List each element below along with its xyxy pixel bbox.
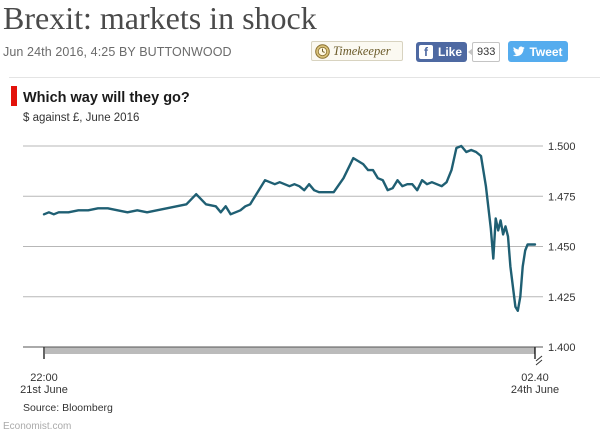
section-divider <box>9 77 600 78</box>
chart-source: Source: Bloomberg <box>23 402 113 414</box>
article-headline: Brexit: markets in shock <box>3 0 317 36</box>
y-tick-label: 1.450 <box>548 242 576 254</box>
like-count: 933 <box>467 42 501 62</box>
y-tick-label: 1.500 <box>548 141 576 153</box>
y-tick-label: 1.425 <box>548 292 576 304</box>
series-line-gbp-usd <box>42 144 537 312</box>
chart-subtitle: $ against £, June 2016 <box>23 112 140 124</box>
byline-author-link[interactable]: BUTTONWOOD <box>139 45 232 59</box>
chart-accent-bar <box>11 86 17 106</box>
facebook-like-button[interactable]: f Like <box>416 42 468 62</box>
chart-title: Which way will they go? <box>23 90 190 106</box>
x-axis <box>23 346 543 366</box>
x-tick-label-start-date: 21st June <box>20 384 68 396</box>
timekeeper-button[interactable]: Timekeeper <box>311 41 403 61</box>
x-tick-label-end-date: 24th June <box>511 384 559 396</box>
x-tick-label-end-time: 02.40 <box>521 372 549 384</box>
timekeeper-icon <box>315 43 330 59</box>
x-tick-labels: 22:00 21st June 02.40 24th June <box>20 372 559 396</box>
y-tick-labels: 1.400 1.425 1.450 1.475 1.500 <box>548 141 576 354</box>
facebook-icon: f <box>419 45 433 59</box>
axis-break-mark <box>535 355 543 362</box>
y-tick-label: 1.400 <box>548 342 576 354</box>
axis-break-mark <box>535 359 543 366</box>
like-label: Like <box>438 45 463 59</box>
tweet-button[interactable]: Tweet <box>508 41 568 62</box>
tweet-label: Tweet <box>529 44 563 59</box>
series-line <box>42 144 537 312</box>
gridlines <box>23 145 543 298</box>
byline: Jun 24th 2016, 4:25 BY BUTTONWOOD <box>3 45 232 59</box>
byline-by: BY <box>119 45 136 59</box>
x-tick-label-start-time: 22:00 <box>30 372 58 384</box>
economist-credit: Economist.com <box>3 421 72 432</box>
timekeeper-label: Timekeeper <box>333 43 391 58</box>
byline-date: Jun 24th 2016, 4:25 <box>3 45 116 59</box>
twitter-bird-icon <box>513 46 526 57</box>
y-tick-label: 1.475 <box>548 191 576 203</box>
